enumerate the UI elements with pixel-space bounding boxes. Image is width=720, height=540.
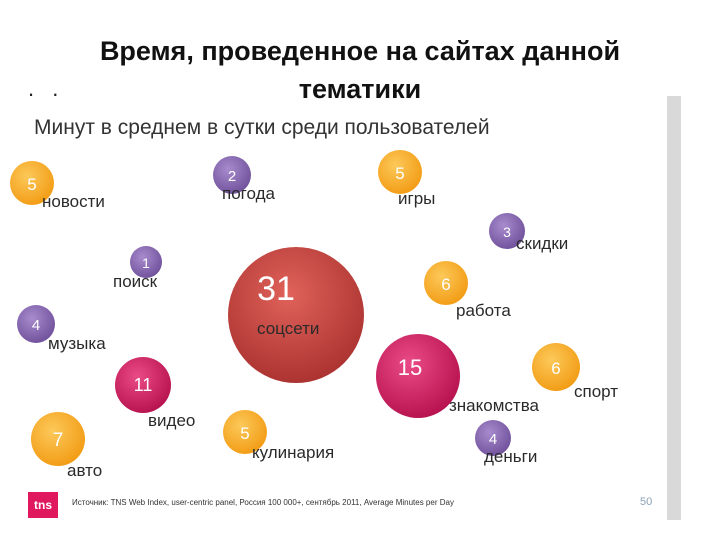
chart-subtitle: Минут в среднем в сутки среди пользовате… <box>34 116 490 139</box>
chart-title: Время, проведенное на сайтах данной тема… <box>99 36 621 104</box>
source-note: Источник: TNS Web Index, user-centric pa… <box>72 498 454 507</box>
bubble-value-работа: 6 <box>441 275 450 294</box>
bubble-музыка <box>17 305 55 343</box>
bubble-label-видео: видео <box>148 411 195 430</box>
bubble-value-спорт: 6 <box>551 359 560 378</box>
bubble-игры <box>378 150 422 194</box>
bubble-value-игры: 5 <box>395 164 404 183</box>
bubble-label-деньги: деньги <box>484 447 537 466</box>
bubble-value-поиск: 1 <box>142 255 150 271</box>
bubble-погода <box>213 156 251 194</box>
page-number: 50 <box>640 496 653 508</box>
tns-logo: tns <box>28 492 58 518</box>
bubble-скидки <box>489 213 525 249</box>
bubble-label-поиск: поиск <box>113 272 158 291</box>
bubble-label-работа: работа <box>456 301 511 320</box>
bubble-value-скидки: 3 <box>503 224 511 240</box>
bubble-поиск <box>130 246 162 278</box>
bubble-label-знакомства: знакомства <box>449 396 540 415</box>
bubble-label-спорт: спорт <box>574 382 618 401</box>
bubble-label-новости: новости <box>42 192 105 211</box>
decorative-dots: . . <box>28 76 65 101</box>
bubble-работа <box>424 261 468 305</box>
bubble-соцсети <box>228 247 364 383</box>
bubble-value-деньги: 4 <box>489 431 497 448</box>
bubble-label-кулинария: кулинария <box>252 443 334 462</box>
bubble-спорт <box>532 343 580 391</box>
bubble-знакомства <box>376 334 460 418</box>
bubble-value-новости: 5 <box>27 175 36 194</box>
bubble-value-видео: 11 <box>134 375 153 395</box>
bubble-value-соцсети: 31 <box>257 270 295 308</box>
bubble-авто <box>31 412 85 466</box>
bubble-деньги <box>475 420 511 456</box>
bubble-value-знакомства: 15 <box>398 355 422 380</box>
bubble-новости <box>10 161 54 205</box>
bubble-видео <box>115 357 171 413</box>
bubble-value-авто: 7 <box>53 430 64 451</box>
right-side-bar <box>667 96 681 520</box>
bubble-value-музыка: 4 <box>32 317 40 334</box>
bubble-value-кулинария: 5 <box>240 424 249 443</box>
bubble-label-скидки: скидки <box>516 234 568 253</box>
bubble-label-соцсети: соцсети <box>257 319 319 338</box>
bubble-кулинария <box>223 410 267 454</box>
bubble-value-погода: 2 <box>228 168 236 185</box>
bubble-label-игры: игры <box>398 189 435 208</box>
bubble-label-музыка: музыка <box>48 334 106 353</box>
bubble-label-авто: авто <box>67 461 102 480</box>
bubble-label-погода: погода <box>222 184 275 203</box>
